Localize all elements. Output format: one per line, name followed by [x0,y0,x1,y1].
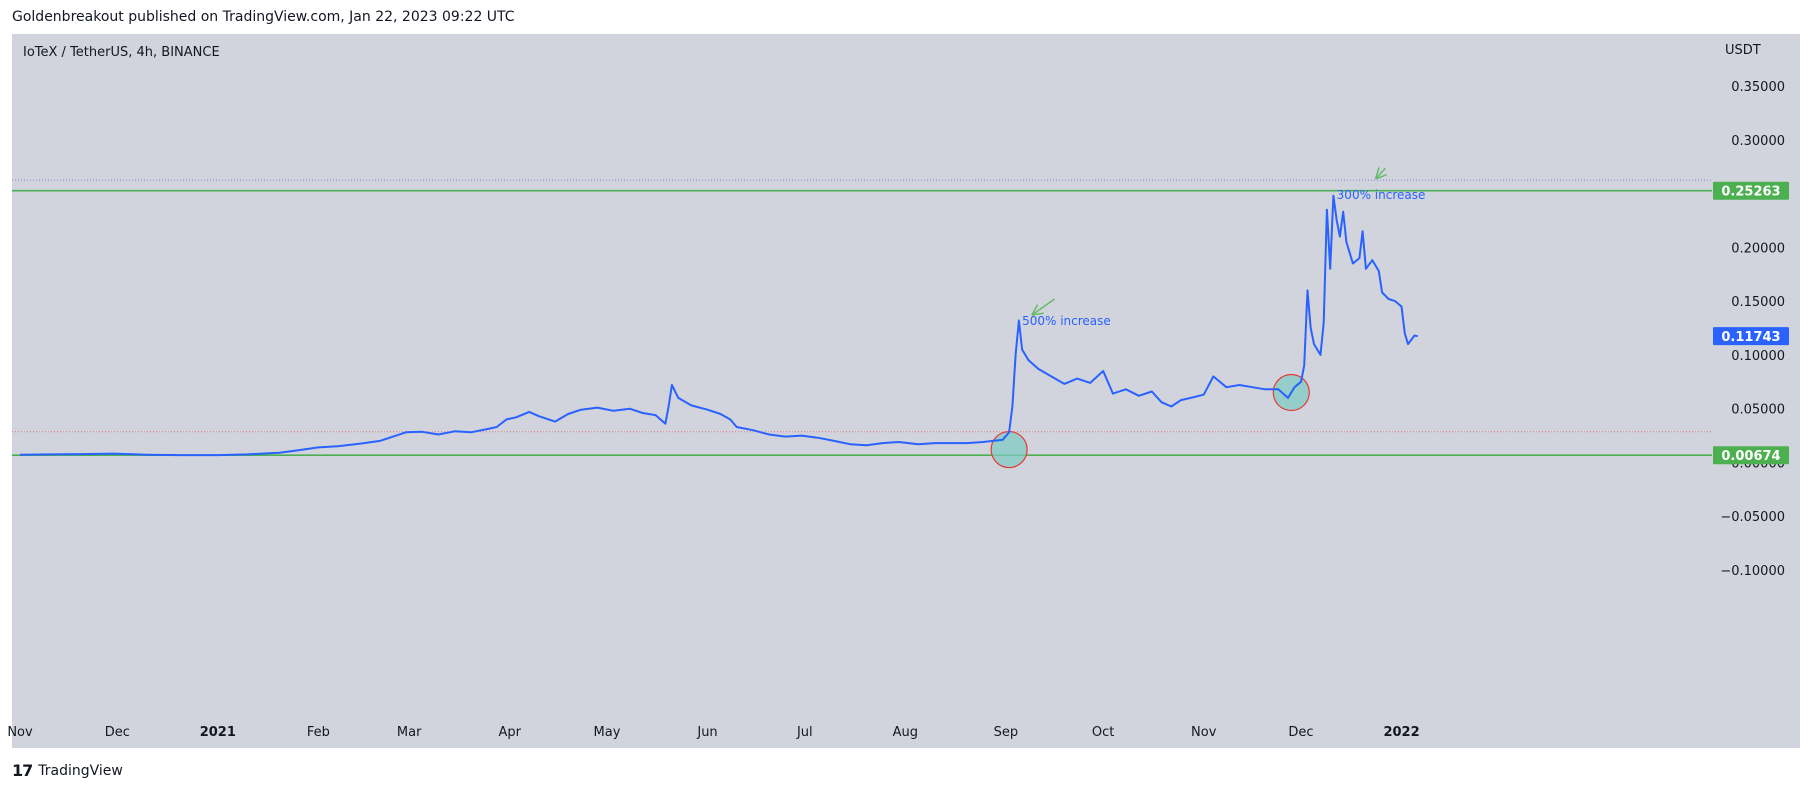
price-tag-label: 0.11743 [1721,330,1780,345]
arrow-shaft [1031,298,1055,316]
price-tag-box [1713,446,1789,465]
x-tick-label: Oct [1092,725,1114,740]
x-tick-label: Sep [994,725,1019,740]
price-tag[interactable]: 0.25263 [1713,181,1789,200]
price-tag[interactable]: 0.11743 [1713,327,1789,346]
price-tag-box [1713,181,1789,200]
annotation-arrow[interactable] [1374,167,1387,180]
arrow-head [1374,167,1380,180]
x-tick-label: Nov [1191,725,1217,740]
x-tick-label: 2022 [1383,725,1419,740]
price-tag-label: 0.00674 [1721,449,1780,464]
arrow-head [1375,173,1387,180]
x-tick-label: 2021 [200,725,236,740]
footer: 17 TradingView [12,761,123,780]
price-series-line [19,194,1418,457]
x-tick-label: Jun [696,725,717,740]
y-tick-label: 0.35000 [1731,80,1785,95]
y-tick-label: 0.20000 [1731,241,1785,256]
x-tick-label: Feb [307,725,330,740]
highlight-circle[interactable] [990,430,1028,469]
annotation-arrow[interactable] [1031,298,1055,316]
publisher-header: Goldenbreakout published on TradingView.… [12,9,515,25]
x-tick-label: Dec [1288,725,1313,740]
x-tick-label: Jul [796,725,813,740]
tradingview-brand[interactable]: TradingView [38,762,123,779]
chart-area[interactable] [12,34,1800,748]
price-tag-box [1713,327,1789,346]
tradingview-logo-icon: 17 [12,761,33,780]
x-tick-label: Aug [893,725,918,740]
x-tick-label: Apr [498,725,521,740]
y-tick-label: 0.15000 [1731,295,1785,310]
y-tick-label: 0.05000 [1731,403,1785,418]
y-tick-label: −0.10000 [1720,564,1785,579]
annotation-label[interactable]: 300% increase [1337,188,1426,202]
arrow-head [1031,312,1044,316]
x-tick-label: May [594,725,621,740]
y-tick-label: 0.30000 [1731,134,1785,149]
x-tick-label: Nov [7,725,33,740]
price-tag[interactable]: 0.00674 [1713,446,1789,465]
annotation-label[interactable]: 500% increase [1022,314,1111,328]
x-tick-label: Mar [397,725,422,740]
y-tick-label: 0.10000 [1731,349,1785,364]
x-tick-label: Dec [105,725,130,740]
arrow-shaft [1375,167,1386,180]
symbol-legend[interactable]: IoTeX / TetherUS, 4h, BINANCE [23,45,220,60]
y-tick-label: −0.05000 [1720,510,1785,525]
price-tag-label: 0.25263 [1721,185,1780,200]
arrow-head [1031,304,1039,316]
price-axis-currency: USDT [1725,43,1761,58]
